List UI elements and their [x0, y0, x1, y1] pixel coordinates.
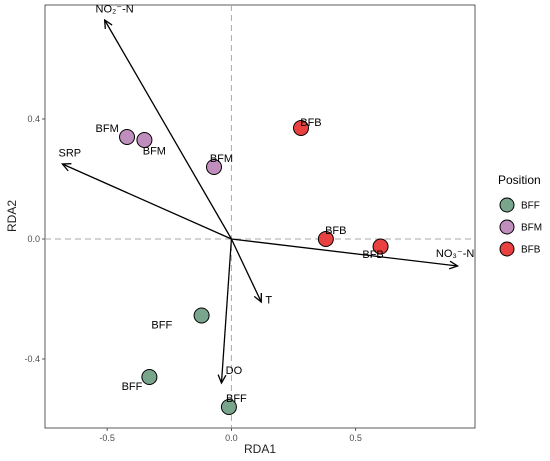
x-tick-label: -0.5 — [99, 433, 115, 443]
legend-swatch — [499, 241, 515, 257]
arrow-label: T — [265, 295, 272, 307]
arrow-line — [230, 238, 262, 303]
point-label: BFB — [362, 249, 383, 261]
point-label: BFB — [325, 225, 346, 237]
legend-label: BFB — [521, 245, 541, 256]
arrow-line — [231, 238, 458, 267]
sample-point — [136, 132, 153, 148]
point-label: BFF — [226, 393, 247, 405]
arrow-head — [448, 260, 460, 270]
x-tick-label: 0.0 — [225, 433, 238, 443]
y-tick-label: -0.4 — [24, 354, 40, 364]
sample-point — [206, 159, 223, 175]
sample-point — [193, 307, 210, 324]
x-axis-title: RDA1 — [244, 442, 276, 456]
point-label: BFM — [143, 146, 166, 158]
sample-point — [317, 231, 334, 247]
arrow-head — [217, 374, 227, 385]
legend-label: BFM — [521, 223, 542, 234]
legend-swatch — [499, 219, 515, 235]
point-label: BFF — [122, 381, 143, 393]
arrow-line — [62, 163, 232, 240]
reference-lines — [45, 5, 475, 428]
point-label: BFM — [96, 123, 119, 135]
axis-ticks: -0.5 0.0 0.5 -0.4 0.0 0.4 — [24, 114, 361, 443]
sample-point — [220, 399, 237, 415]
sample-point — [293, 120, 310, 136]
arrow-label: NO₃⁻-N — [436, 248, 474, 260]
sample-point — [119, 129, 136, 145]
point-label: BFB — [300, 117, 321, 129]
arrow-line — [104, 19, 232, 240]
sample-points: BFF BFF BFF BFM BFM BFM BFB BFB BFB — [96, 117, 389, 415]
y-tick-label: 0.4 — [27, 114, 40, 124]
arrow-label: SRP — [59, 148, 82, 160]
plot-panel — [44, 4, 476, 429]
arrow-head — [61, 163, 72, 172]
arrow-head — [253, 292, 262, 304]
sample-point — [141, 369, 158, 385]
x-tick-label: 0.5 — [349, 433, 362, 443]
legend-swatch — [499, 197, 515, 213]
legend-title: Position — [498, 173, 541, 187]
arrow-label: NO₂⁻-N — [96, 4, 134, 16]
arrow-label: DO — [226, 365, 243, 377]
y-tick-label: 0.0 — [27, 234, 40, 244]
point-label: BFF — [151, 320, 172, 332]
point-label: BFM — [210, 153, 233, 165]
legend-label: BFF — [521, 201, 540, 212]
sample-point — [372, 238, 389, 255]
environmental-arrows: NO₂⁻-N SRP NO₃⁻-N T DO — [59, 4, 474, 385]
legend: Position BFF BFM BFB — [498, 173, 542, 257]
arrow-head — [103, 18, 113, 30]
arrow-line — [220, 238, 233, 384]
y-axis-title: RDA2 — [5, 200, 19, 232]
